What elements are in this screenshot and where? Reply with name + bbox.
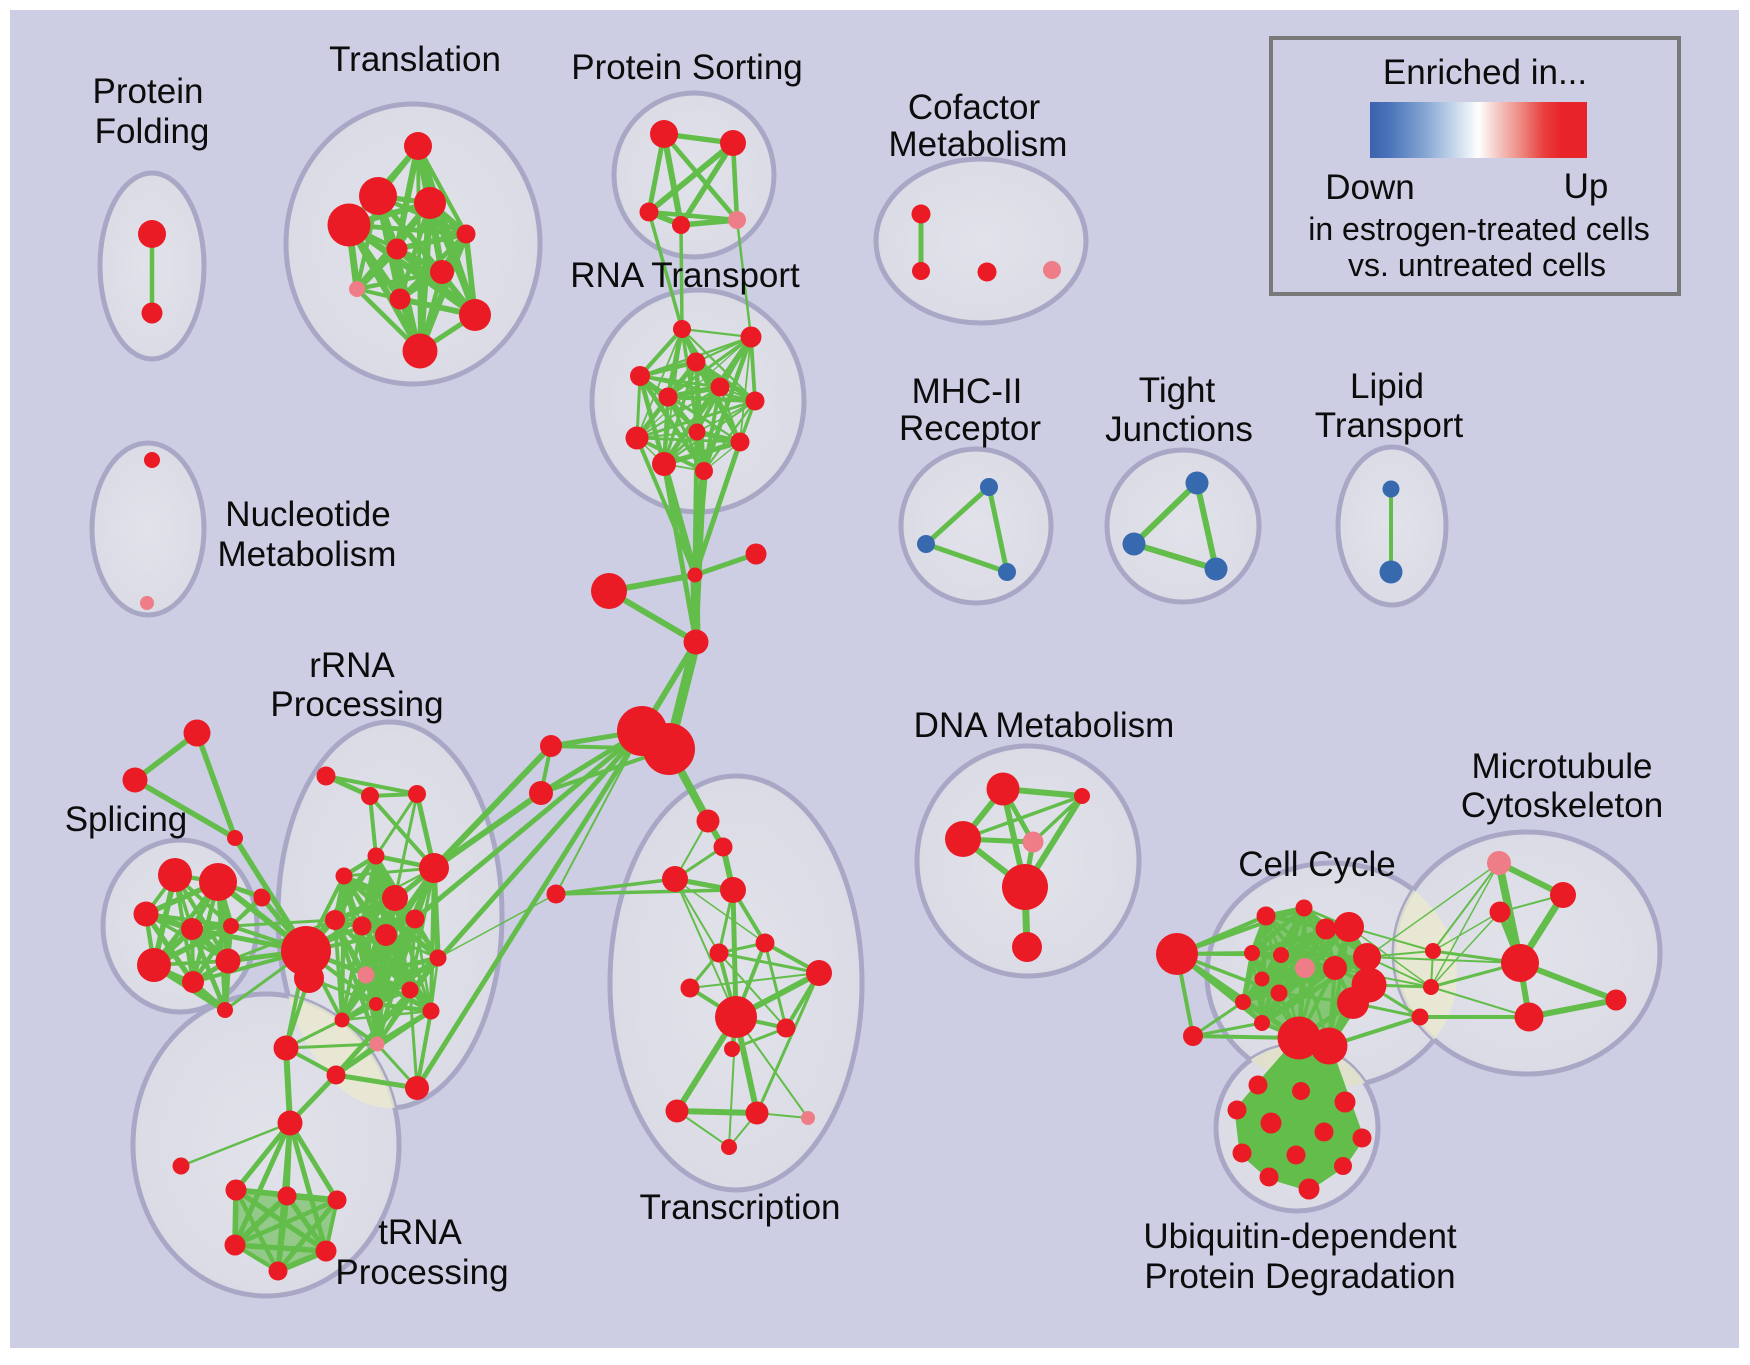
svg-text:Cofactor: Cofactor	[908, 88, 1041, 127]
svg-text:rRNA: rRNA	[309, 646, 395, 685]
svg-text:Splicing: Splicing	[65, 800, 188, 839]
svg-text:Cytoskeleton: Cytoskeleton	[1461, 786, 1663, 825]
svg-text:Enriched in...: Enriched in...	[1383, 53, 1587, 92]
svg-text:Processing: Processing	[335, 1253, 508, 1292]
svg-text:tRNA: tRNA	[378, 1213, 462, 1252]
svg-text:Protein Degradation: Protein Degradation	[1144, 1257, 1455, 1296]
svg-text:Folding: Folding	[95, 112, 210, 151]
svg-text:MHC-II: MHC-II	[912, 372, 1023, 411]
svg-text:Cell Cycle: Cell Cycle	[1238, 845, 1396, 884]
svg-text:Transcription: Transcription	[640, 1188, 841, 1227]
svg-text:Transport: Transport	[1315, 406, 1464, 445]
svg-text:Up: Up	[1564, 167, 1609, 206]
svg-text:Receptor: Receptor	[899, 409, 1041, 448]
svg-text:Translation: Translation	[329, 40, 501, 79]
svg-text:Junctions: Junctions	[1105, 410, 1253, 449]
svg-text:Down: Down	[1325, 168, 1414, 207]
svg-text:DNA Metabolism: DNA Metabolism	[914, 706, 1175, 745]
svg-text:Ubiquitin-dependent: Ubiquitin-dependent	[1143, 1217, 1457, 1256]
svg-text:Microtubule: Microtubule	[1472, 747, 1653, 786]
svg-text:Protein Sorting: Protein Sorting	[571, 48, 803, 87]
svg-text:in estrogen-treated cells: in estrogen-treated cells	[1308, 211, 1650, 247]
svg-text:Metabolism: Metabolism	[218, 535, 397, 574]
svg-text:Protein: Protein	[93, 72, 204, 111]
svg-text:Tight: Tight	[1139, 371, 1216, 410]
svg-text:RNA Transport: RNA Transport	[570, 256, 800, 295]
svg-text:Lipid: Lipid	[1350, 367, 1424, 406]
svg-text:Processing: Processing	[270, 685, 443, 724]
svg-text:Nucleotide: Nucleotide	[225, 495, 390, 534]
svg-text:Metabolism: Metabolism	[889, 125, 1068, 164]
svg-text:vs. untreated cells: vs. untreated cells	[1348, 247, 1606, 283]
